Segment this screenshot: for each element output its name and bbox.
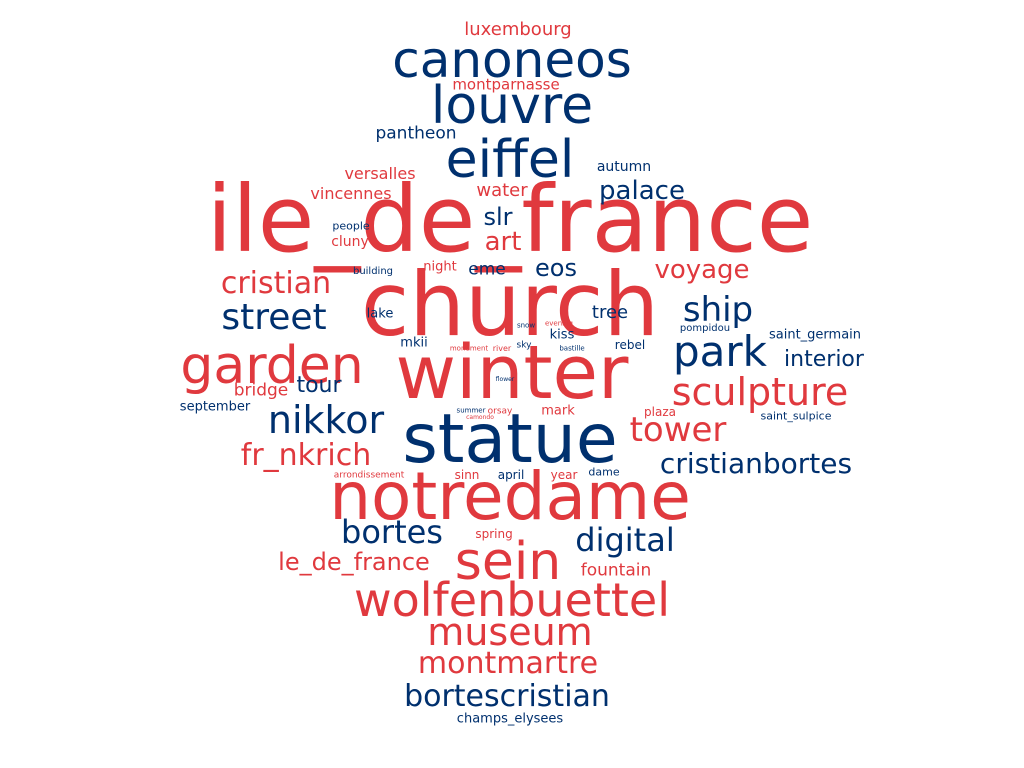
word-rebel: rebel (614, 338, 646, 352)
word-bortes: bortes (341, 513, 443, 551)
word-louvre: louvre (430, 76, 594, 136)
word-palace: palace (599, 176, 685, 206)
word-digital: digital (575, 521, 675, 559)
word-snow: snow (516, 321, 536, 330)
word-pantheon: pantheon (375, 123, 457, 144)
word-tour: tour (296, 373, 342, 398)
word-canoneos: canoneos (392, 31, 632, 89)
word-nikkor: nikkor (267, 398, 385, 442)
word-sinn: sinn (454, 468, 480, 482)
word-wolfenbuettel: wolfenbuettel (353, 573, 671, 627)
word-cluny: cluny (331, 234, 369, 250)
word-notredame: notredame (329, 458, 691, 535)
word-garden: garden (180, 336, 364, 396)
word-saint-sulpice: saint_sulpice (760, 409, 832, 423)
word-fountain: fountain (580, 560, 652, 581)
word-water: water (476, 180, 528, 201)
word-pompidou: pompidou (679, 323, 731, 334)
word-bridge: bridge (233, 380, 289, 401)
word-street: street (221, 297, 327, 338)
word-tower: tower (629, 410, 727, 450)
word-spring: spring (475, 527, 513, 541)
word-orsay: orsay (487, 406, 513, 417)
word-saint-germain: saint_germain (768, 327, 862, 343)
word-evening: evening (544, 319, 574, 328)
word-tree: tree (591, 302, 629, 323)
word-year: year (550, 468, 578, 482)
word-winter: winter (395, 330, 629, 416)
word-fr-nkrich: fr_nkrich (240, 438, 372, 473)
word-eos: eos (535, 254, 577, 282)
word-night: night (423, 259, 457, 275)
word-park: park (673, 327, 767, 376)
word-eme: eme (468, 259, 506, 280)
word-mkii: mkii (400, 335, 428, 351)
word-statue: statue (402, 400, 618, 479)
word-voyage: voyage (654, 255, 750, 285)
word-church: church (360, 253, 660, 356)
word-vincennes: vincennes (310, 184, 392, 203)
word-september: september (179, 399, 251, 415)
word-summer: summer (456, 406, 486, 415)
word-versalles: versalles (344, 164, 416, 183)
word-kiss: kiss (549, 327, 575, 343)
word-sculpture: sculpture (671, 370, 849, 414)
word-eiffel: eiffel (445, 130, 575, 190)
word-camondo: camondo (466, 414, 494, 421)
word-building: building (352, 266, 394, 277)
word-bortescristian: bortescristian (404, 679, 610, 714)
word-museum: museum (427, 610, 593, 654)
word-art: art (484, 227, 522, 257)
word-arrondissement: arrondissement (333, 470, 405, 481)
word-bastille: bastille (559, 344, 585, 353)
word-ile-de-france: ile_de_france (206, 166, 814, 273)
word-champs-elysees: champs_elysees (456, 711, 564, 727)
word-monument: monument (449, 344, 489, 353)
word-slr: slr (483, 203, 513, 231)
word-ship: ship (682, 290, 754, 330)
word-montparnasse: montparnasse (452, 75, 560, 94)
word-interior: interior (784, 347, 864, 372)
word-mark: mark (541, 403, 575, 419)
word-dame: dame (588, 465, 620, 479)
word-sky: sky (516, 340, 532, 351)
word-people: people (332, 219, 370, 233)
word-april: april (497, 468, 525, 482)
word-lake: lake (366, 306, 394, 322)
word-le-de-france: le_de_france (278, 548, 430, 576)
word-cristianbortes: cristianbortes (659, 447, 853, 480)
word-flower: flower (495, 376, 515, 383)
word-autumn: autumn (596, 159, 652, 175)
word-luxembourg: luxembourg (464, 19, 572, 40)
word-cristian: cristian (220, 266, 332, 301)
word-sein: sein (454, 532, 562, 592)
word-plaza: plaza (644, 405, 676, 419)
word-montmartre: montmartre (417, 646, 599, 681)
word-river: river (492, 344, 512, 353)
